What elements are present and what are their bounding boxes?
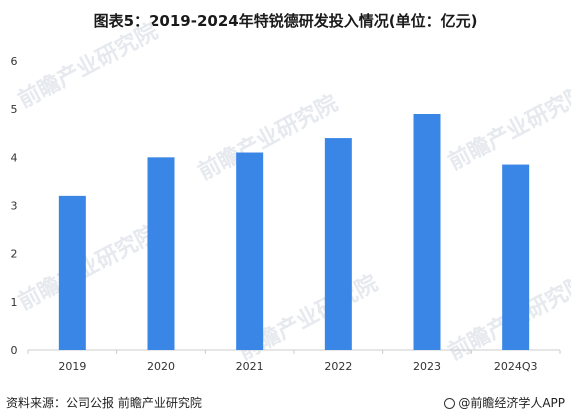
brand-text: @前瞻经济学人APP	[458, 396, 565, 410]
x-tick-label: 2019	[58, 360, 86, 373]
bar	[58, 195, 86, 350]
x-tick-label: 2024Q3	[494, 360, 538, 373]
y-tick-label: 4	[11, 151, 18, 164]
y-tick-label: 6	[11, 55, 18, 68]
bar	[324, 138, 352, 350]
x-tick-label: 2020	[147, 360, 175, 373]
bar	[502, 164, 530, 350]
x-tick-label: 2022	[324, 360, 352, 373]
x-tick-label: 2021	[236, 360, 264, 373]
source-note: 资料来源：公司公报 前瞻产业研究院	[6, 396, 202, 410]
chart-title: 图表5：2019-2024年特锐德研发投入情况(单位：亿元)	[93, 12, 478, 30]
y-tick-label: 0	[11, 344, 18, 357]
footer: 资料来源：公司公报 前瞻产业研究院 @前瞻经济学人APP	[0, 388, 571, 418]
x-tick-label: 2023	[413, 360, 441, 373]
bar-chart: 0 1 2 3 4 5 6 2019 2020 2021 2022 2023 2024Q3	[11, 55, 561, 373]
y-tick-label: 1	[11, 296, 18, 309]
bar	[147, 157, 175, 350]
bar	[413, 113, 441, 350]
brand-logo-icon	[444, 398, 456, 409]
y-tick-label: 2	[11, 248, 18, 261]
y-tick-label: 5	[11, 103, 18, 116]
brand-credit: @前瞻经济学人APP	[444, 394, 565, 411]
bar	[236, 152, 264, 350]
y-tick-label: 3	[11, 200, 18, 213]
